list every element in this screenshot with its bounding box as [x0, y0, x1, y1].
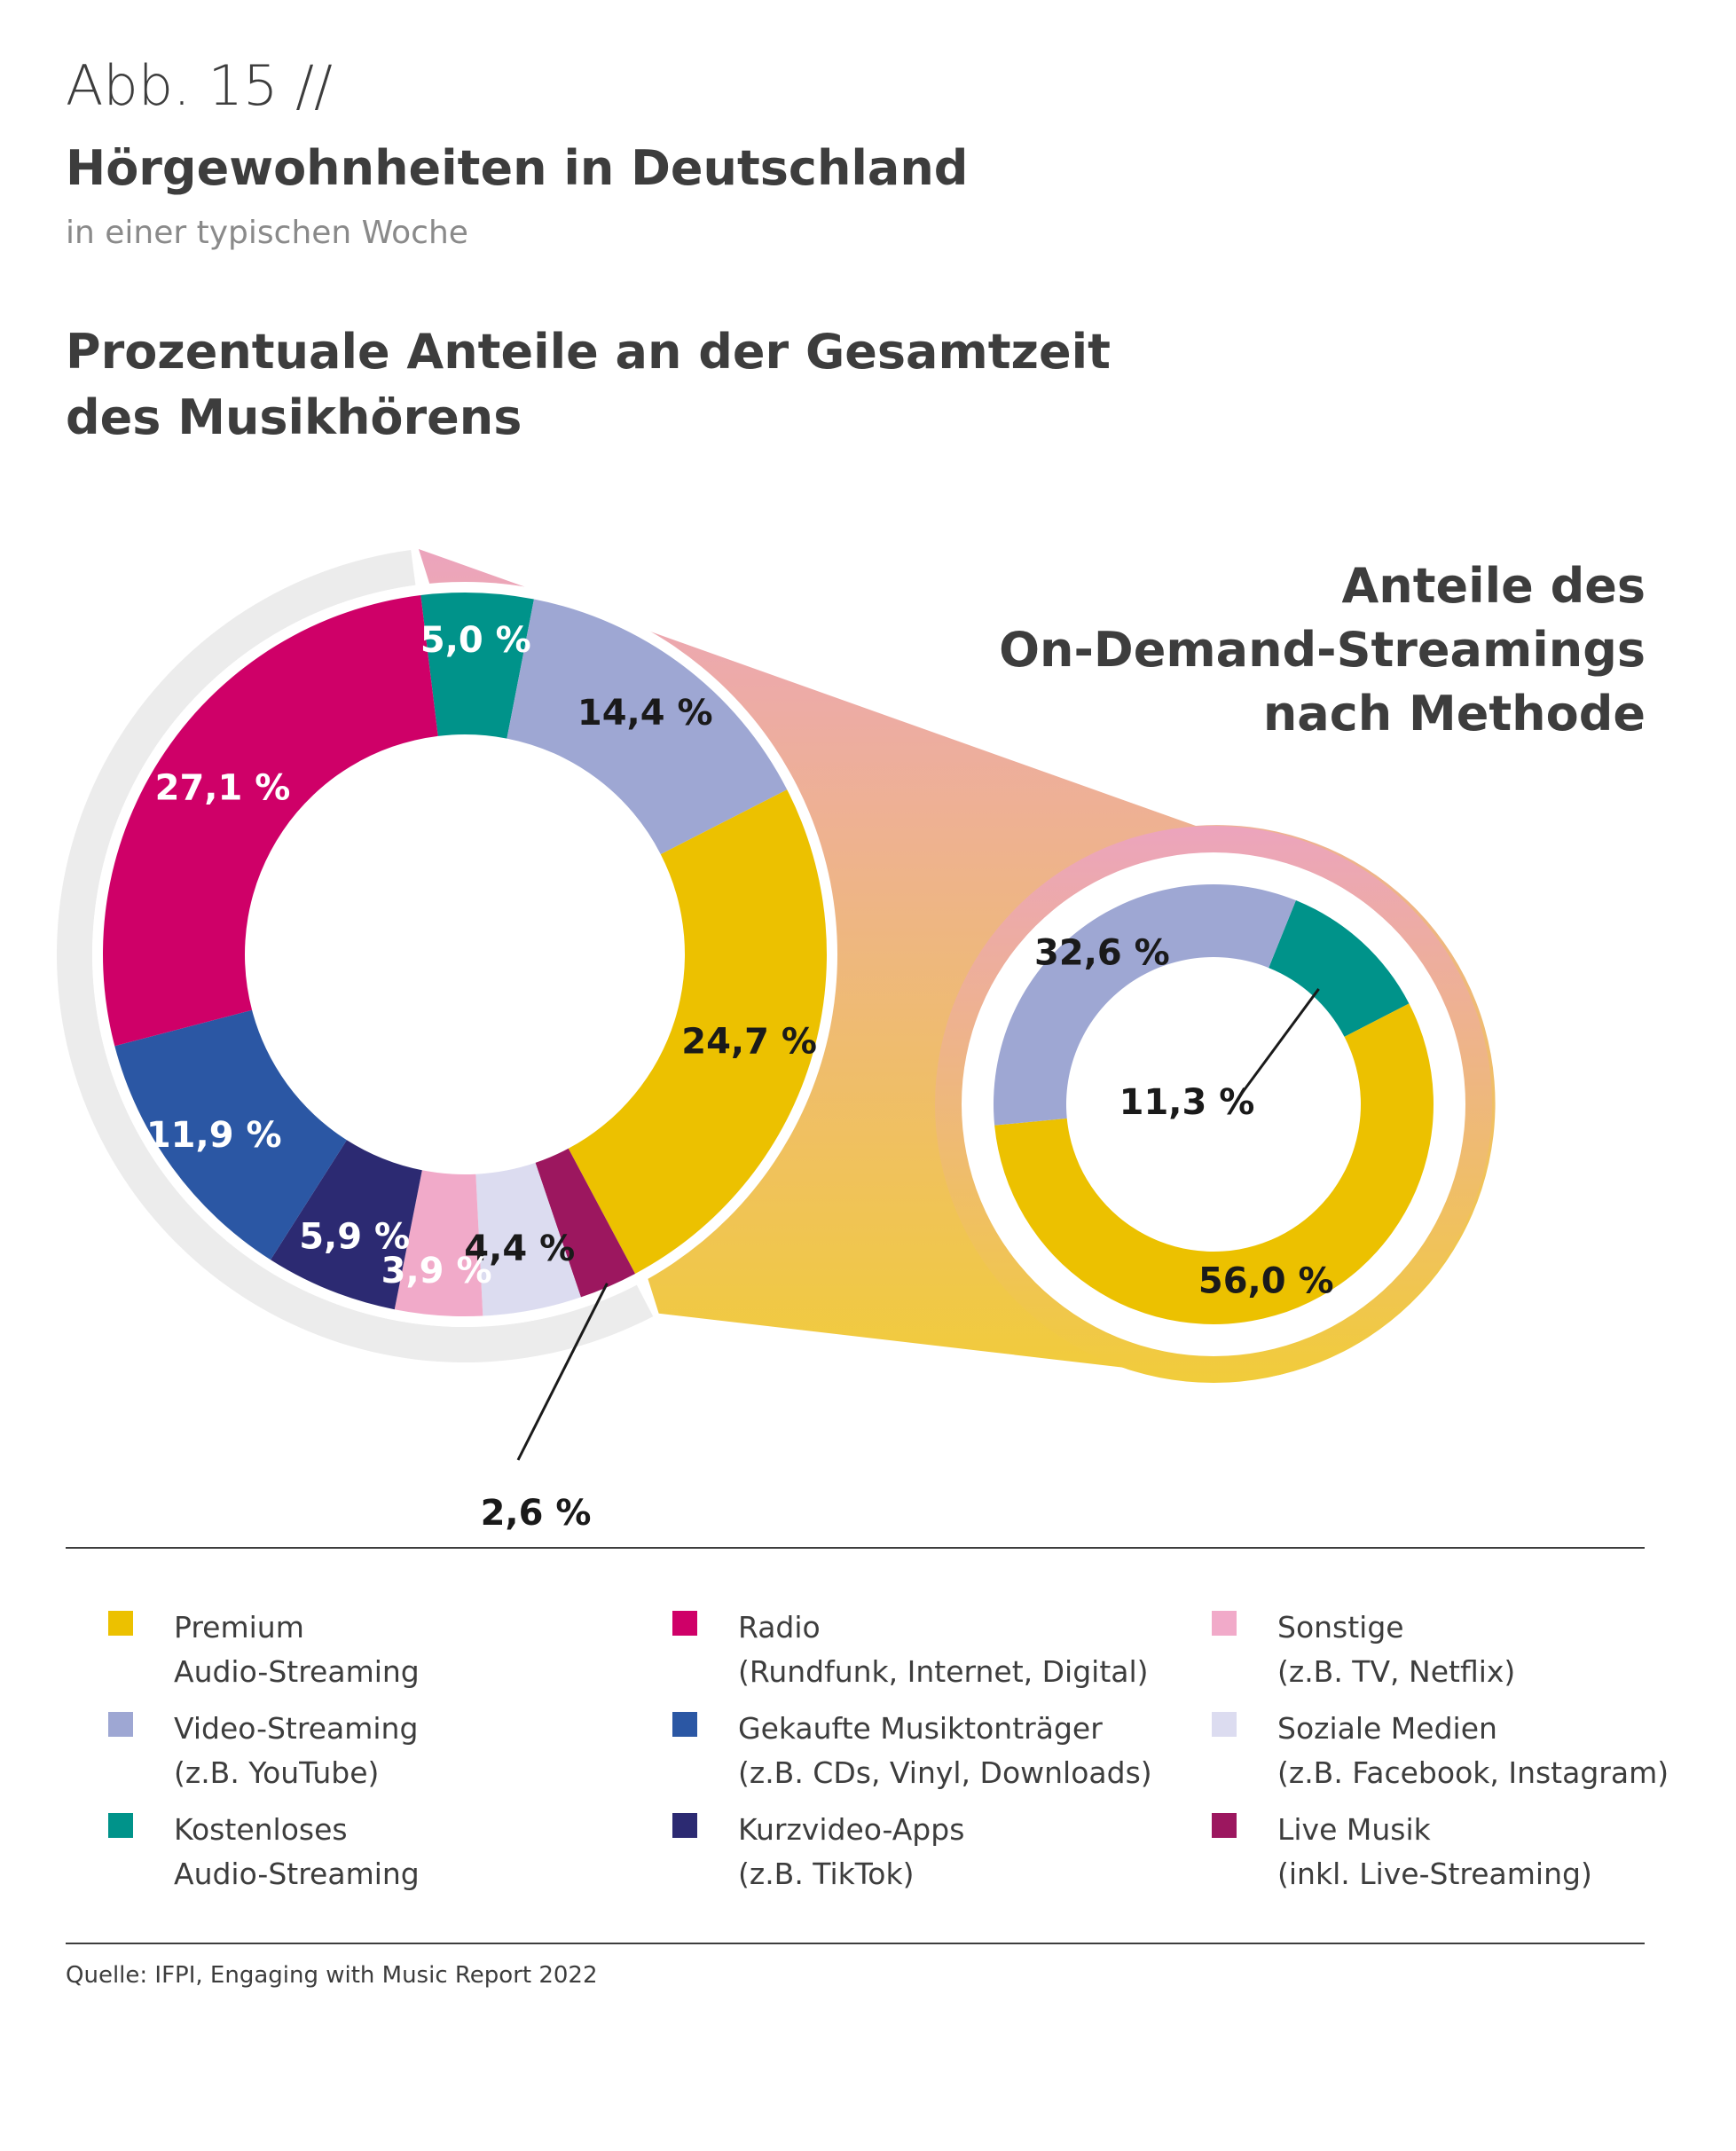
legend-label: Live Musik (inkl. Live-Streaming) [1277, 1812, 1592, 1891]
legend-label: Sonstige (z.B. TV, Netflix) [1277, 1610, 1516, 1689]
legend-label: Radio (Rundfunk, Internet, Digital) [738, 1610, 1149, 1689]
main-donut-chart [103, 593, 827, 1316]
legend-label: Premium Audio-Streaming [174, 1610, 420, 1689]
legend-label: Video-Streaming (z.B. YouTube) [174, 1711, 419, 1790]
value-label-video: 14,4 % [577, 693, 713, 734]
detail-slice-premium [994, 1003, 1434, 1324]
source-note: Quelle: IFPI, Engaging with Music Report… [66, 1962, 598, 1989]
legend-swatch [108, 1712, 133, 1737]
legend: Premium Audio-Streaming Video-Streaming (z… [0, 1605, 1736, 1934]
page-title: Hörgewohnheiten in Deutschland [66, 140, 969, 196]
legend-swatch [1212, 1712, 1237, 1737]
page-subtitle: in einer typischen Woche [66, 215, 468, 251]
slice-video [507, 599, 788, 855]
detail-chart-title-line2: On-Demand-Streamings [999, 622, 1646, 678]
value-label-live: 2,6 % [481, 1493, 592, 1534]
slice-sozial [475, 1162, 581, 1316]
legend-label: Soziale Medien (z.B. Facebook, Instagram) [1277, 1711, 1669, 1790]
legend-swatch [1212, 1611, 1237, 1636]
main-chart-title-line1: Prozentuale Anteile an der Gesamtzeit [66, 324, 1111, 380]
value-label-sozial: 4,4 % [464, 1229, 575, 1269]
detail-slice-video [994, 884, 1296, 1126]
slice-sonstige [394, 1170, 483, 1316]
value-label-premium: 24,7 % [681, 1022, 817, 1063]
detail-value-label-video: 32,6 % [1034, 933, 1170, 974]
legend-label: Kurzvideo-Apps (z.B. TikTok) [738, 1812, 965, 1891]
legend-swatch [672, 1611, 697, 1636]
slice-radio [103, 595, 438, 1047]
figure-number: Abb. 15 // [66, 53, 333, 118]
slice-kurzvideo [271, 1140, 422, 1310]
main-chart-title-line2: des Musikhörens [66, 389, 522, 445]
slice-kostenlos [420, 593, 534, 739]
detail-donut-chart [994, 884, 1434, 1324]
slice-premium [568, 789, 827, 1274]
legend-swatch [672, 1813, 697, 1838]
chart-labels: 5,0 % 14,4 % 24,7 % 2,6 % 4,4 %3,9 %5,9 % 11,… [146, 620, 1334, 1534]
divider-top [66, 1547, 1645, 1549]
slice-live [535, 1148, 636, 1298]
donut-charts: 5,0 % 14,4 % 24,7 % 2,6 % 4,4 %3,9 %5,9 % 11,… [56, 548, 1496, 1534]
value-label-gekauft: 11,9 % [146, 1115, 282, 1156]
detail-chart-title-line3: nach Methode [1262, 686, 1646, 742]
legend-swatch [108, 1813, 133, 1838]
value-label-kurzvideo: 5,9 % [299, 1216, 410, 1257]
value-label-radio: 27,1 % [155, 768, 291, 809]
legend-swatch [672, 1712, 697, 1737]
detail-value-label-premium: 56,0 % [1198, 1260, 1334, 1301]
leader-line-live [516, 1283, 609, 1461]
detail-value-label-kostenlos: 11,3 % [1119, 1082, 1255, 1123]
legend-swatch [108, 1611, 133, 1636]
slice-gekauft [114, 1009, 347, 1260]
main-chart-title: Prozentuale Anteile an der Gesamtzeit de… [66, 319, 1111, 451]
legend-label: Kostenloses Audio-Streaming [174, 1812, 420, 1891]
value-label-kostenlos: 5,0 % [420, 620, 531, 661]
legend-label: Gekaufte Musiktonträger (z.B. CDs, Vinyl,… [738, 1711, 1152, 1790]
detail-chart-title-line1: Anteile des [1341, 558, 1646, 614]
detail-slice-kostenlos [1269, 900, 1410, 1037]
detail-chart-title: Anteile des On-Demand-Streamings nach Me… [999, 554, 1646, 746]
value-label-sonstige: 3,9 % [381, 1251, 492, 1291]
divider-bottom [66, 1943, 1645, 1944]
leader-line-kostenlos [1238, 988, 1320, 1096]
legend-swatch [1212, 1813, 1237, 1838]
